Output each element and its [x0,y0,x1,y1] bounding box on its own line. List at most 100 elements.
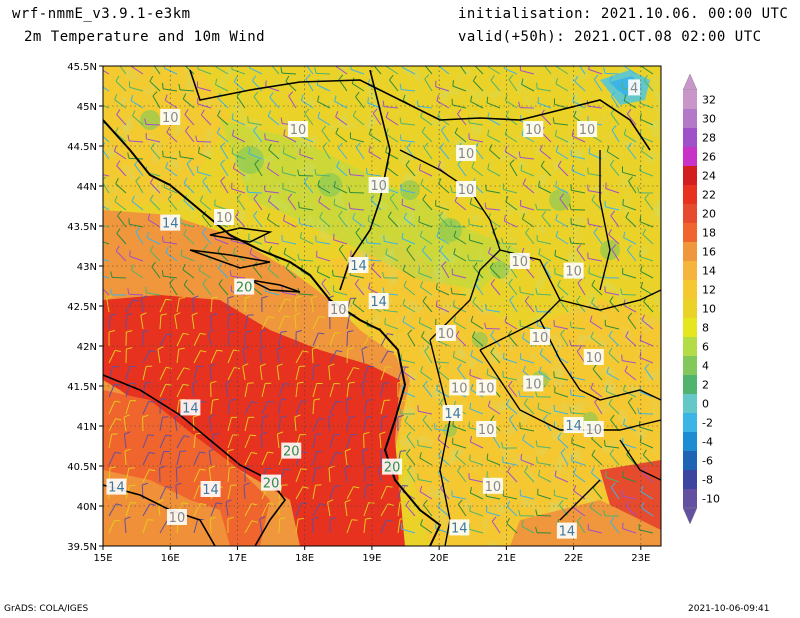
wind-barb [217,97,229,109]
wind-barb [406,453,416,466]
wind-barb-feather [166,126,171,133]
wind-barb-feather [200,502,207,506]
wind-barb-feather [508,74,514,80]
wind-barb-feather [229,466,236,469]
colorbar-label: 10 [702,303,716,316]
colorbar-swatch [683,318,697,338]
wind-barb-feather [554,470,557,477]
wind-barb-feather [259,516,266,520]
lon-tick-label: 18E [295,553,314,564]
wind-barb [108,434,113,449]
wind-barb [180,89,195,92]
colorbar-swatch [683,489,697,509]
wind-barb [588,272,603,279]
wind-barb [103,288,110,296]
wind-barb-feather [379,431,386,435]
wind-barb-feather [486,368,489,375]
wind-barb-feather [302,486,309,489]
wind-barb-feather [471,161,475,168]
wind-barb [379,434,382,449]
wind-barb [159,299,167,313]
wind-barb-feather [182,332,189,335]
wind-barb-feather [554,249,557,256]
wind-barb [152,95,161,109]
wind-barb [538,253,552,262]
wind-barb [175,467,178,483]
wind-barb [536,514,552,517]
wind-barb-feather [328,363,335,367]
wind-barb [453,236,467,245]
wind-barb [149,80,161,92]
contour-label-bg [234,278,255,295]
wind-barb [183,200,195,211]
wind-barb [278,518,281,534]
wind-barb [611,129,620,143]
wind-barb-feather [231,113,234,120]
wind-barb [642,234,654,245]
wind-barb [106,298,110,313]
wind-barb [508,283,518,296]
wind-barb-feather [181,502,188,504]
wind-barb-feather [503,215,506,222]
wind-barb-feather [212,398,219,401]
wind-barb-feather [608,398,613,405]
wind-barb [345,399,348,415]
contour-label-bg [348,257,369,273]
wind-barb [146,292,161,296]
wind-barb [588,68,603,75]
wind-barb [103,275,110,279]
wind-barb-feather [123,414,130,418]
wind-barb [554,325,569,330]
wind-barb-feather [299,231,303,238]
wind-barb [470,101,484,109]
wind-barb [123,434,127,449]
wind-barb-feather [491,516,497,522]
wind-barb [312,503,321,517]
wind-barb [227,367,235,381]
wind-barb [135,180,144,194]
footer-timestamp: 2021-10-06-09:41 [688,604,770,614]
wind-barb-feather [535,509,538,516]
wind-barb [295,502,302,517]
wind-barb-feather [317,111,321,118]
wind-barb [640,491,654,500]
wind-barb [180,156,195,160]
wind-barb [334,100,348,109]
wind-barb [537,462,552,466]
wind-barb [459,66,467,75]
wind-barb [520,156,535,160]
wind-barb [244,452,252,466]
contour-label-bg [160,109,181,125]
wind-barb [217,267,229,279]
wind-barb-feather [640,281,644,288]
wind-barb-feather [175,482,182,486]
wind-barb-feather [232,162,236,169]
wind-barb-feather [135,227,141,233]
wind-barb [282,172,297,177]
wind-barb [380,400,385,415]
wind-barb [227,417,232,432]
wind-barb [159,520,168,534]
wind-barb-feather [385,111,389,118]
wind-barb [149,250,161,262]
wind-barb [538,371,552,381]
wind-barb-feather [164,94,168,101]
wind-barb-feather [401,385,404,392]
wind-barb [203,248,212,262]
wind-barb-feather [144,381,151,384]
wind-barb [252,266,263,279]
wind-barb-feather [421,126,426,133]
wind-barb [639,391,654,398]
wind-barb-feather [423,499,428,506]
wind-barb-feather [176,465,183,469]
wind-barb [261,383,266,398]
wind-barb [103,174,110,177]
wind-barb [402,321,416,330]
wind-barb [335,133,348,143]
wind-barb-feather [609,516,615,523]
wind-barb [438,183,450,194]
wind-barb-feather [277,346,284,350]
contour-label: 10 [370,179,387,194]
wind-barb-feather [267,263,272,270]
wind-barb [346,434,352,449]
